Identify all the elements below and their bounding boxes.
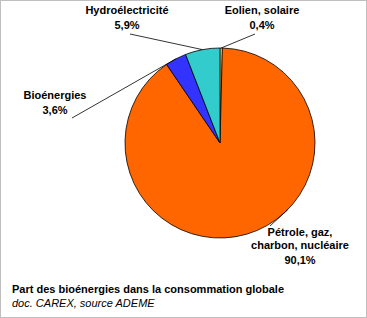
data-label: 5,9% xyxy=(114,19,139,31)
data-label: 90,1% xyxy=(284,254,315,266)
title: Part des bioénergies dans la consommatio… xyxy=(12,283,284,295)
category-label: Eolien, solaire xyxy=(225,4,300,16)
leader-line xyxy=(72,59,176,118)
subtitle: doc. CAREX, source ADEME xyxy=(12,297,155,309)
labels: Eolien, solaire 0,4% Pétrole, gaz,charbon,… xyxy=(24,4,349,266)
slice xyxy=(186,48,220,143)
leader-line xyxy=(270,210,288,226)
data-label: 0,4% xyxy=(249,19,274,31)
category-label: Bioénergies xyxy=(24,89,87,101)
slices xyxy=(125,48,315,238)
slice xyxy=(125,48,315,238)
data-label: 3,6% xyxy=(42,104,67,116)
frame xyxy=(1,1,367,318)
leader-line xyxy=(221,34,255,48)
category-label: Hydroélectricité xyxy=(85,4,168,16)
chart: Eolien, solaire 0,4% Pétrole, gaz,charbon,… xyxy=(0,0,367,318)
leader-line xyxy=(130,34,202,50)
category-label: Pétrole, gaz,charbon, nucléaire xyxy=(251,226,349,251)
